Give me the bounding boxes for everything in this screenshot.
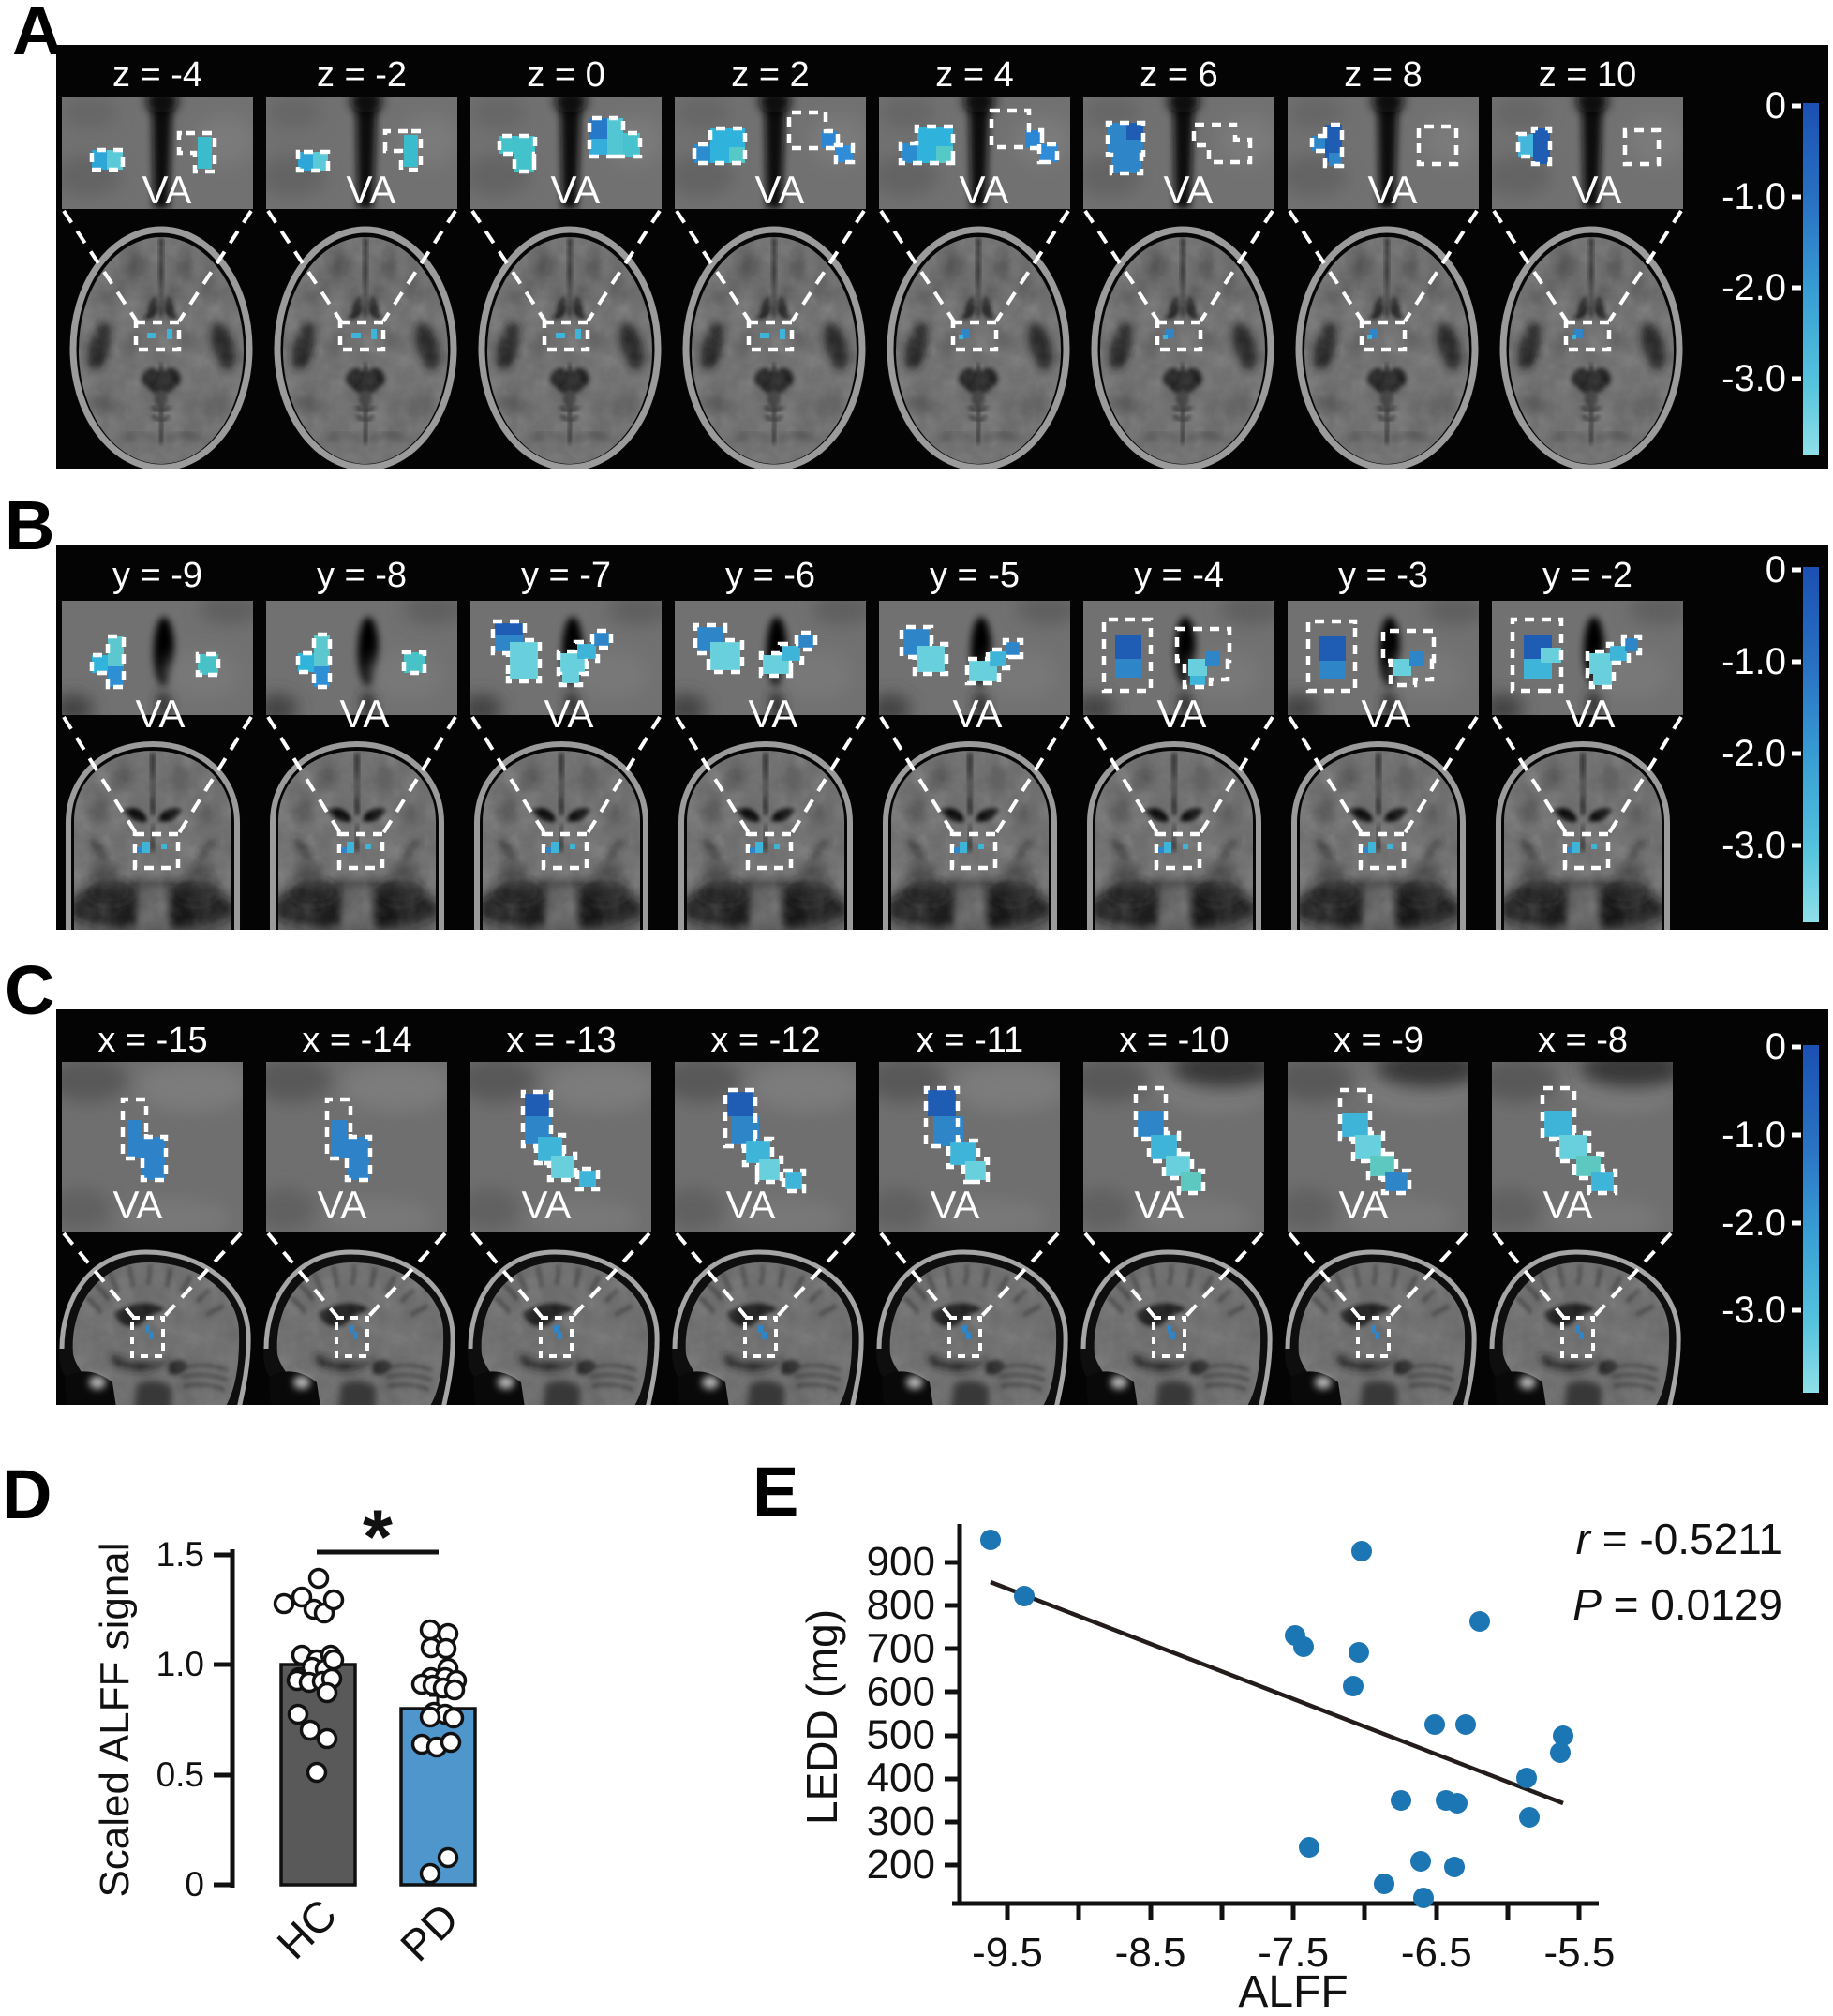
svg-text:VA: VA xyxy=(347,168,396,212)
svg-text:0: 0 xyxy=(1766,1026,1786,1068)
svg-text:y = -9: y = -9 xyxy=(112,556,202,595)
svg-text:VA: VA xyxy=(113,1183,163,1227)
svg-text:-6.5: -6.5 xyxy=(1401,1930,1472,1976)
svg-text:LEDD (mg): LEDD (mg) xyxy=(797,1609,846,1825)
svg-text:y = -8: y = -8 xyxy=(317,556,407,595)
svg-text:x = -9: x = -9 xyxy=(1334,1021,1423,1060)
svg-text:VA: VA xyxy=(551,168,601,212)
svg-text:z = 6: z = 6 xyxy=(1140,55,1217,95)
svg-text:1.0: 1.0 xyxy=(156,1645,204,1683)
svg-text:y = -2: y = -2 xyxy=(1542,556,1632,595)
svg-text:-3.0: -3.0 xyxy=(1721,825,1786,866)
svg-text:D: D xyxy=(2,1456,52,1533)
svg-text:PD: PD xyxy=(391,1893,468,1970)
svg-text:VA: VA xyxy=(1135,1183,1185,1227)
svg-text:-1.0: -1.0 xyxy=(1721,1114,1786,1156)
svg-text:-1.0: -1.0 xyxy=(1721,176,1786,217)
svg-text:A: A xyxy=(12,0,62,69)
svg-text:VA: VA xyxy=(953,692,1003,736)
svg-text:VA: VA xyxy=(960,168,1009,212)
svg-text:-5.5: -5.5 xyxy=(1543,1930,1615,1976)
svg-text:B: B xyxy=(5,486,54,564)
svg-text:x = -12: x = -12 xyxy=(710,1021,820,1060)
svg-text:VA: VA xyxy=(318,1183,367,1227)
svg-text:0: 0 xyxy=(185,1865,204,1904)
svg-text:-8.5: -8.5 xyxy=(1115,1930,1186,1976)
svg-text:y = -4: y = -4 xyxy=(1134,556,1224,595)
svg-text:ALFF: ALFF xyxy=(1238,1967,1348,2011)
svg-text:x = -8: x = -8 xyxy=(1538,1021,1628,1060)
svg-text:VA: VA xyxy=(726,1183,776,1227)
svg-text:x = -13: x = -13 xyxy=(506,1021,616,1060)
svg-text:y = -3: y = -3 xyxy=(1338,556,1428,595)
svg-text:VA: VA xyxy=(1368,168,1418,212)
svg-text:x = -10: x = -10 xyxy=(1119,1021,1229,1060)
svg-text:z = -2: z = -2 xyxy=(317,55,407,95)
svg-text:0: 0 xyxy=(1766,549,1786,590)
svg-text:-3.0: -3.0 xyxy=(1721,1290,1786,1331)
svg-text:800: 800 xyxy=(867,1582,935,1628)
svg-text:HC: HC xyxy=(267,1889,346,1968)
svg-text:*: * xyxy=(363,1495,393,1580)
svg-text:-7.5: -7.5 xyxy=(1258,1930,1329,1976)
svg-text:VA: VA xyxy=(1164,168,1214,212)
svg-text:VA: VA xyxy=(749,692,798,736)
svg-text:VA: VA xyxy=(522,1183,572,1227)
svg-text:VA: VA xyxy=(931,1183,980,1227)
svg-text:300: 300 xyxy=(867,1799,935,1844)
svg-text:P = 0.0129: P = 0.0129 xyxy=(1572,1580,1782,1629)
svg-text:200: 200 xyxy=(867,1842,935,1888)
svg-text:C: C xyxy=(5,951,54,1029)
svg-text:-3.0: -3.0 xyxy=(1721,358,1786,399)
svg-text:z = -4: z = -4 xyxy=(112,55,202,95)
svg-text:x = -15: x = -15 xyxy=(97,1021,207,1060)
svg-text:z = 0: z = 0 xyxy=(527,55,604,95)
svg-text:0.5: 0.5 xyxy=(156,1755,204,1794)
svg-text:-1.0: -1.0 xyxy=(1721,641,1786,682)
svg-text:VA: VA xyxy=(142,168,192,212)
svg-text:500: 500 xyxy=(867,1712,935,1758)
svg-text:VA: VA xyxy=(1157,692,1207,736)
svg-text:z = 8: z = 8 xyxy=(1344,55,1422,95)
svg-text:z = 4: z = 4 xyxy=(935,55,1013,95)
svg-text:VA: VA xyxy=(544,692,594,736)
svg-text:y = -7: y = -7 xyxy=(521,556,611,595)
svg-text:z = 10: z = 10 xyxy=(1539,55,1637,95)
svg-text:VA: VA xyxy=(340,692,390,736)
svg-text:Scaled ALFF signal: Scaled ALFF signal xyxy=(92,1542,138,1897)
svg-text:-9.5: -9.5 xyxy=(972,1930,1043,1976)
svg-text:VA: VA xyxy=(136,692,186,736)
svg-text:700: 700 xyxy=(867,1625,935,1671)
svg-text:y = -6: y = -6 xyxy=(725,556,815,595)
svg-text:VA: VA xyxy=(1566,692,1616,736)
svg-text:-2.0: -2.0 xyxy=(1721,733,1786,774)
svg-text:E: E xyxy=(753,1453,798,1531)
svg-text:600: 600 xyxy=(867,1668,935,1714)
svg-text:0: 0 xyxy=(1766,85,1786,127)
svg-text:-2.0: -2.0 xyxy=(1721,267,1786,308)
svg-text:x = -11: x = -11 xyxy=(916,1021,1023,1060)
svg-text:VA: VA xyxy=(1362,692,1411,736)
svg-text:x = -14: x = -14 xyxy=(302,1021,411,1060)
svg-text:900: 900 xyxy=(867,1539,935,1585)
svg-text:VA: VA xyxy=(1543,1183,1593,1227)
svg-text:1.5: 1.5 xyxy=(156,1535,204,1574)
svg-text:-2.0: -2.0 xyxy=(1721,1202,1786,1244)
svg-text:VA: VA xyxy=(1339,1183,1389,1227)
svg-text:VA: VA xyxy=(755,168,805,212)
svg-text:400: 400 xyxy=(867,1755,935,1801)
svg-text:r = -0.5211: r = -0.5211 xyxy=(1576,1515,1782,1563)
svg-text:y = -5: y = -5 xyxy=(930,556,1020,595)
svg-text:VA: VA xyxy=(1572,168,1622,212)
svg-text:z = 2: z = 2 xyxy=(731,55,809,95)
